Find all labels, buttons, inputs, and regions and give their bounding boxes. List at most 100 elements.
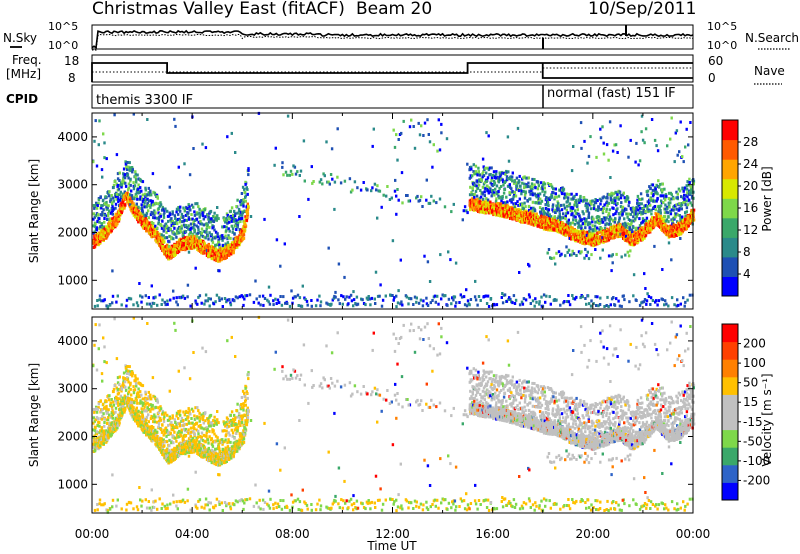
power-cell xyxy=(497,180,501,184)
power-cell xyxy=(134,215,137,219)
power-cell xyxy=(574,198,578,202)
power-cell xyxy=(550,194,554,198)
power-cell xyxy=(205,222,208,226)
power-cell xyxy=(366,297,370,301)
power-cell xyxy=(481,175,484,179)
power-cell xyxy=(298,215,301,218)
power-cell xyxy=(274,297,277,301)
power-cell xyxy=(121,207,124,211)
power-cell xyxy=(590,299,593,303)
power-cell xyxy=(172,289,175,293)
power-cell xyxy=(106,228,109,232)
power-cell xyxy=(493,183,496,187)
power-cell xyxy=(511,197,514,201)
power-cell xyxy=(580,224,583,228)
power-cell xyxy=(534,223,537,227)
power-cell xyxy=(181,241,184,245)
power-cell xyxy=(589,207,593,211)
power-cell xyxy=(585,198,589,202)
power-cell xyxy=(197,295,200,299)
power-cell xyxy=(539,216,542,220)
power-cell xyxy=(238,215,241,219)
power-cell xyxy=(572,229,575,233)
power-cell xyxy=(587,216,591,219)
power-cell xyxy=(208,225,211,229)
power-cell xyxy=(187,233,191,237)
power-cell xyxy=(369,303,372,307)
power-cell xyxy=(513,205,516,209)
power-cell xyxy=(421,304,425,308)
power-cell xyxy=(206,247,210,251)
power-cell xyxy=(129,179,132,183)
power-cell xyxy=(193,242,196,246)
power-cell xyxy=(523,201,526,205)
power-cell xyxy=(198,236,201,240)
power-cell xyxy=(587,211,591,215)
power-cell xyxy=(140,300,143,304)
power-cell xyxy=(667,304,670,308)
noise-tick-right-high: 10^5 xyxy=(707,20,737,33)
power-cell xyxy=(465,304,469,308)
power-cell xyxy=(235,221,238,225)
power-cell xyxy=(243,190,246,194)
power-cell xyxy=(663,211,667,215)
power-cell xyxy=(611,261,614,265)
nsky-line xyxy=(91,29,694,50)
power-cell xyxy=(502,212,505,216)
power-cell xyxy=(610,233,614,237)
power-cell xyxy=(641,226,644,230)
power-cell xyxy=(101,210,104,214)
power-cell xyxy=(93,230,96,234)
power-cell xyxy=(530,189,533,192)
power-cell xyxy=(117,210,121,214)
power-cell xyxy=(166,299,169,303)
power-cell xyxy=(636,204,640,208)
power-cell xyxy=(179,246,183,250)
power-cell xyxy=(664,193,668,197)
power-cell xyxy=(636,235,639,239)
power-cell xyxy=(211,240,215,244)
power-cell xyxy=(109,228,112,232)
power-cell xyxy=(198,239,201,243)
power-cell xyxy=(481,192,485,196)
power-cell xyxy=(186,226,189,229)
power-cell xyxy=(123,173,127,177)
power-cell xyxy=(538,206,542,210)
power-cell xyxy=(539,197,542,201)
power-cell xyxy=(505,175,509,179)
power-cell xyxy=(372,127,375,131)
power-cell xyxy=(134,208,138,212)
power-cell xyxy=(606,192,609,196)
power-cell xyxy=(174,232,177,236)
power-cell xyxy=(145,214,148,217)
power-cell xyxy=(153,216,156,220)
power-cell xyxy=(204,293,208,297)
power-cell xyxy=(111,301,114,305)
noise-tick-right-low: 10^0 xyxy=(707,39,737,52)
power-cell xyxy=(622,228,626,232)
power-cell xyxy=(407,302,410,306)
power-cell xyxy=(116,212,119,216)
power-cell xyxy=(129,297,133,301)
power-cell xyxy=(446,303,449,307)
power-cell xyxy=(274,146,277,150)
power-cell xyxy=(136,209,139,213)
power-cell xyxy=(143,201,146,205)
power-cell xyxy=(349,293,353,297)
power-cell xyxy=(141,200,145,203)
power-cell xyxy=(501,292,504,295)
power-cell xyxy=(426,260,430,264)
power-cell xyxy=(598,215,601,219)
power-cell xyxy=(626,196,630,200)
power-cell xyxy=(235,238,238,242)
power-cell xyxy=(149,231,152,235)
power-cell xyxy=(556,227,559,231)
power-cell xyxy=(281,161,284,165)
power-cell xyxy=(390,196,393,200)
power-cell xyxy=(494,172,498,176)
power-cell xyxy=(581,241,584,245)
power-cell xyxy=(506,135,510,139)
power-cell xyxy=(116,222,119,226)
power-cell xyxy=(220,297,223,301)
power-cell xyxy=(181,245,184,248)
